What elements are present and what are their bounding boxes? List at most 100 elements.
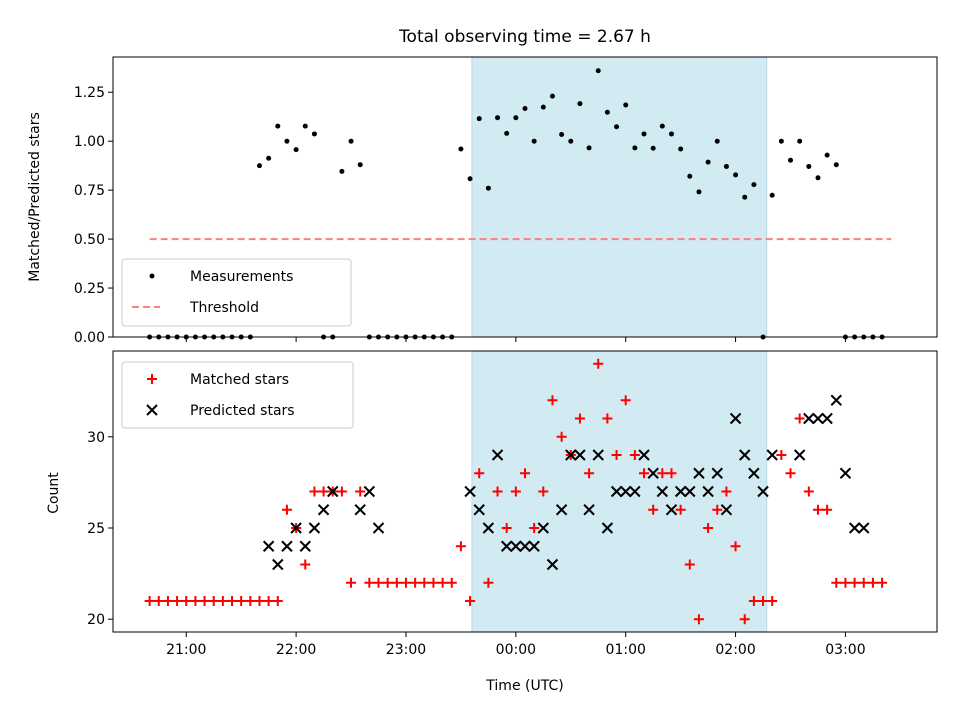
predicted-stars-point — [821, 412, 833, 425]
measurement-point — [577, 101, 583, 107]
matched-stars-point — [648, 504, 659, 515]
matched-stars-point — [483, 577, 494, 588]
matched-stars-point — [410, 577, 421, 588]
measurement-point — [769, 192, 775, 198]
predicted-stars-point — [565, 449, 577, 461]
matched-stars-point — [272, 595, 283, 606]
matched-stars-point — [803, 486, 814, 497]
plot-frame — [112, 56, 938, 338]
measurement-point — [275, 123, 281, 129]
matched-stars-point — [849, 577, 860, 588]
matched-stars-point — [593, 358, 604, 369]
matched-stars-point — [263, 595, 274, 606]
plot-frame — [112, 350, 938, 633]
matched-stars-point — [831, 577, 842, 588]
matched-stars-point — [510, 486, 521, 497]
measurement-point — [595, 68, 601, 74]
predicted-stars-point — [592, 449, 604, 461]
predicted-stars-point — [482, 522, 495, 534]
measurement-point — [302, 123, 308, 129]
predicted-stars-point — [473, 504, 485, 516]
predicted-stars-point — [601, 522, 614, 534]
measurement-point — [549, 93, 555, 99]
y-tick-label: 1.25 — [74, 85, 105, 101]
y-tick-label: 25 — [87, 521, 105, 537]
measurement-point — [696, 189, 702, 195]
measurement-point — [714, 138, 720, 144]
matched-stars-point — [739, 614, 750, 625]
legend: Measurements Threshold — [121, 258, 352, 327]
matched-stars-point — [721, 486, 732, 497]
predicted-stars-point — [537, 522, 550, 534]
matched-stars-point — [382, 577, 393, 588]
predicted-stars-point — [766, 449, 778, 461]
matched-stars-point — [391, 577, 402, 588]
matched-stars-point — [767, 595, 778, 606]
matched-stars-point — [666, 468, 677, 479]
x-tick-label: 21:00 — [166, 642, 206, 658]
measurement-point — [540, 104, 546, 110]
measurement-point — [485, 185, 491, 191]
predicted-stars-point — [464, 485, 476, 498]
measurement-point — [641, 131, 647, 137]
legend-box — [121, 361, 354, 429]
matched-stars-point — [785, 468, 796, 479]
predicted-stars-point — [812, 412, 824, 425]
matched-stars-point — [584, 468, 595, 479]
measurement-point — [513, 115, 519, 121]
predicted-stars-point — [610, 485, 623, 498]
predicted-stars-point — [748, 467, 760, 479]
matched-stars-point — [199, 595, 210, 606]
measurement-point — [256, 163, 262, 169]
predicted-stars-point — [546, 558, 559, 571]
x-tick-label: 23:00 — [386, 642, 426, 658]
predicted-stars-point — [583, 504, 595, 516]
x-tick-label: 00:00 — [496, 642, 536, 658]
matched-stars-point — [794, 413, 805, 424]
matched-stars-point — [748, 595, 759, 606]
predicted-stars-point — [720, 504, 733, 516]
y-tick-label: 0.00 — [74, 330, 105, 346]
legend-label: Measurements — [190, 269, 293, 285]
matched-stars-point — [245, 595, 256, 606]
matched-stars-point — [455, 541, 466, 552]
predicted-stars-point — [711, 467, 723, 479]
matched-stars-point — [611, 450, 622, 461]
measurement-point — [806, 163, 812, 169]
matched-stars-point — [465, 595, 476, 606]
measurement-point — [348, 138, 354, 144]
matched-stars-point — [446, 577, 457, 588]
matched-stars-point — [236, 595, 247, 606]
measurement-point — [568, 138, 574, 144]
matched-stars-point — [492, 486, 503, 497]
predicted-stars-point — [674, 485, 687, 498]
matched-stars-point — [217, 595, 228, 606]
matched-stars-point — [620, 395, 631, 406]
measurement-point — [742, 194, 748, 200]
predicted-stars-point — [317, 504, 330, 516]
matched-stars-point — [428, 577, 439, 588]
matched-stars-point — [556, 431, 567, 442]
measurement-point — [339, 168, 345, 174]
matched-stars-point — [538, 486, 549, 497]
predicted-stars-point — [638, 449, 650, 461]
matched-stars-point — [400, 577, 411, 588]
bottom-panel: 21:00 22:00 23:00 00:00 01:00 02:00 03:00 20 25 3… — [87, 350, 938, 658]
measurement-point — [797, 138, 803, 144]
measurement-point — [632, 145, 638, 151]
legend-matched-swatch — [147, 374, 157, 384]
measurement-point — [504, 130, 510, 136]
matched-stars-point — [840, 577, 851, 588]
predicted-stars-point — [510, 540, 522, 552]
measurement-point — [586, 145, 592, 151]
predicted-stars-point — [308, 522, 321, 534]
figure-title: Total observing time = 2.67 h — [398, 27, 651, 47]
y-tick-label: 20 — [87, 612, 105, 628]
matched-stars-point — [181, 595, 192, 606]
matched-stars-point — [318, 486, 329, 497]
predicted-stars-point — [858, 522, 870, 534]
measurement-point — [522, 105, 528, 111]
predicted-stars-point — [290, 522, 302, 534]
matched-stars-point — [355, 486, 366, 497]
predicted-stars-point — [327, 485, 339, 498]
